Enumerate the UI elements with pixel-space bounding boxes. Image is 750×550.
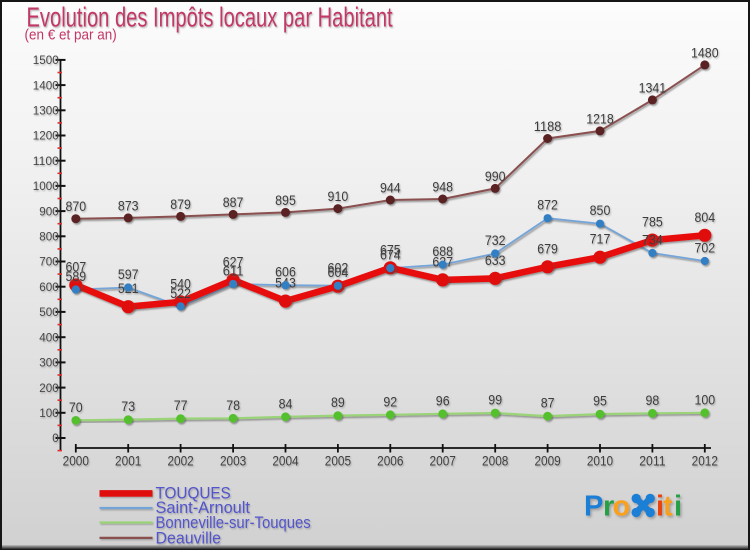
svg-text:TOUQUES: TOUQUES (156, 485, 231, 503)
svg-text:1300: 1300 (33, 104, 59, 118)
svg-text:(en € et par an): (en € et par an) (25, 26, 117, 43)
svg-text:1500: 1500 (33, 53, 59, 67)
svg-text:870: 870 (65, 198, 86, 214)
svg-text:i: i (674, 491, 682, 523)
svg-text:717: 717 (590, 231, 611, 247)
svg-text:895: 895 (275, 192, 296, 208)
svg-text:1100: 1100 (33, 154, 59, 168)
svg-text:611: 611 (223, 263, 244, 279)
svg-text:522: 522 (170, 285, 191, 301)
svg-text:1218: 1218 (586, 110, 614, 126)
svg-text:606: 606 (275, 264, 296, 280)
svg-text:t: t (663, 491, 673, 523)
svg-text:100: 100 (694, 391, 715, 407)
svg-text:100: 100 (39, 406, 59, 420)
svg-text:98: 98 (646, 392, 660, 408)
svg-text:1200: 1200 (33, 129, 59, 143)
svg-text:2003: 2003 (220, 454, 246, 469)
svg-text:540: 540 (170, 275, 191, 291)
svg-text:633: 633 (485, 252, 506, 268)
svg-text:1480: 1480 (691, 44, 719, 60)
svg-text:2008: 2008 (482, 454, 508, 469)
svg-text:850: 850 (590, 202, 611, 218)
svg-text:2011: 2011 (639, 454, 665, 469)
svg-text:785: 785 (642, 214, 663, 230)
svg-text:679: 679 (537, 240, 558, 256)
svg-text:96: 96 (436, 392, 450, 408)
svg-text:95: 95 (593, 393, 607, 409)
svg-text:800: 800 (39, 230, 59, 244)
svg-text:92: 92 (383, 393, 397, 409)
svg-text:73: 73 (121, 398, 135, 414)
svg-text:2002: 2002 (167, 454, 193, 469)
svg-text:804: 804 (694, 209, 715, 225)
svg-text:627: 627 (223, 253, 244, 269)
svg-text:948: 948 (432, 179, 453, 195)
svg-text:2012: 2012 (692, 454, 718, 469)
svg-text:990: 990 (485, 168, 506, 184)
svg-text:300: 300 (39, 356, 59, 370)
svg-text:87: 87 (541, 395, 555, 411)
svg-text:77: 77 (174, 397, 188, 413)
svg-text:688: 688 (432, 243, 453, 259)
svg-text:607: 607 (65, 259, 86, 275)
svg-text:1400: 1400 (33, 78, 59, 92)
svg-text:872: 872 (537, 197, 558, 213)
svg-text:i: i (656, 491, 664, 523)
svg-text:99: 99 (488, 392, 502, 408)
svg-text:2010: 2010 (587, 454, 613, 469)
svg-text:o: o (613, 491, 631, 523)
svg-text:0: 0 (52, 431, 59, 445)
svg-text:873: 873 (118, 197, 139, 213)
svg-text:944: 944 (380, 180, 401, 196)
svg-text:604: 604 (328, 264, 349, 280)
svg-text:702: 702 (694, 240, 715, 256)
svg-text:r: r (603, 491, 614, 523)
svg-text:1341: 1341 (639, 79, 667, 95)
svg-text:78: 78 (226, 397, 240, 413)
svg-text:2004: 2004 (272, 454, 299, 469)
svg-text:732: 732 (485, 232, 506, 248)
svg-text:602: 602 (328, 260, 349, 276)
svg-text:1188: 1188 (534, 118, 562, 134)
svg-text:500: 500 (39, 305, 59, 319)
svg-text:400: 400 (39, 330, 59, 344)
svg-text:734: 734 (642, 232, 663, 248)
svg-text:70: 70 (69, 399, 83, 415)
svg-text:Bonneville-sur-Touques: Bonneville-sur-Touques (156, 514, 311, 532)
svg-text:Deauville: Deauville (156, 530, 222, 548)
svg-text:700: 700 (39, 255, 59, 269)
svg-text:600: 600 (39, 280, 59, 294)
svg-text:Evolution des Impôts locaux pa: Evolution des Impôts locaux par Habitant (27, 2, 393, 33)
svg-text:200: 200 (39, 381, 59, 395)
svg-text:910: 910 (328, 188, 349, 204)
svg-text:2005: 2005 (325, 454, 351, 469)
svg-text:2001: 2001 (115, 454, 141, 469)
svg-text:674: 674 (380, 247, 401, 263)
svg-text:597: 597 (118, 266, 139, 282)
svg-text:887: 887 (223, 194, 244, 210)
svg-text:879: 879 (170, 196, 191, 212)
svg-text:2000: 2000 (63, 454, 89, 469)
svg-text:89: 89 (331, 394, 345, 410)
svg-text:2006: 2006 (377, 454, 403, 469)
svg-text:1000: 1000 (33, 179, 59, 193)
svg-text:Saint-Arnoult: Saint-Arnoult (156, 499, 251, 517)
svg-text:589: 589 (65, 268, 86, 284)
svg-text:2007: 2007 (430, 454, 456, 469)
svg-text:675: 675 (380, 241, 401, 257)
svg-text:84: 84 (279, 395, 293, 411)
svg-text:2009: 2009 (534, 454, 560, 469)
svg-text:900: 900 (39, 204, 59, 218)
svg-text:P: P (584, 491, 603, 523)
